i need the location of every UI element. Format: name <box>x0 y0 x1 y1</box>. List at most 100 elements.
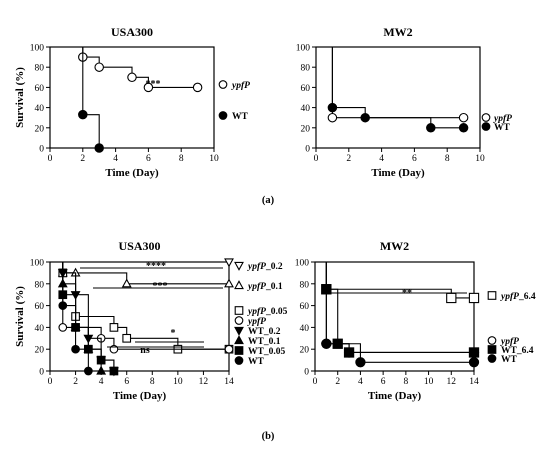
series-wt <box>50 261 93 376</box>
x-tick-label: 2 <box>80 154 85 164</box>
data-point <box>321 338 332 349</box>
data-point <box>327 112 338 123</box>
significance-label: * <box>171 328 176 339</box>
series-ypfp <box>50 46 203 93</box>
y-tick-label: 20 <box>35 346 45 356</box>
x-tick-label: 0 <box>313 377 318 387</box>
legend-label: ypfP <box>500 337 519 347</box>
x-tick-label: 12 <box>199 377 209 387</box>
y-tick-label: 100 <box>30 259 45 269</box>
legend-label: ypfP <box>493 114 512 124</box>
data-point <box>468 292 480 304</box>
series-wt-0-2 <box>50 261 119 377</box>
data-point <box>458 112 469 123</box>
x-tick-label: 4 <box>358 377 363 387</box>
legend-label: WT_6.4 <box>501 346 534 356</box>
data-point <box>58 301 68 310</box>
data-point <box>122 333 132 343</box>
y-tick-label: 40 <box>300 324 310 334</box>
data-point <box>458 123 469 133</box>
x-tick-label: 6 <box>381 377 386 387</box>
significance-label: ns <box>140 345 150 356</box>
y-tick-label: 60 <box>301 84 311 94</box>
legend-marker <box>234 316 244 325</box>
y-tick-label: 80 <box>35 64 45 74</box>
legend-label: ypfP <box>231 81 250 91</box>
series-wt-6-4 <box>315 261 480 358</box>
data-point <box>78 109 88 120</box>
data-point <box>143 82 154 93</box>
chart-b-right: 0 2 4 6 8 10 12 14 0 20 40 60 80 100 MW2 Time (Day) ypfP… <box>295 239 536 402</box>
x-tick-label: 8 <box>150 377 155 387</box>
panel-b-label: (b) <box>262 431 275 442</box>
y-tick-label: 40 <box>35 104 45 114</box>
legend-marker <box>481 113 491 122</box>
data-point <box>355 357 366 368</box>
y-tick-label: 60 <box>300 302 310 312</box>
legend-label: WT <box>501 355 518 365</box>
significance-label: *** <box>153 281 168 292</box>
x-tick-label: 10 <box>173 377 183 387</box>
x-tick-label: 4 <box>379 154 384 164</box>
y-tick-label: 60 <box>35 84 45 94</box>
x-tick-label: 2 <box>346 154 351 164</box>
significance-label: *** <box>146 79 161 90</box>
y-tick-label: 40 <box>301 104 311 114</box>
x-tick-label: 8 <box>179 154 184 164</box>
legend-marker <box>234 280 244 290</box>
y-tick-label: 0 <box>39 145 44 155</box>
data-point <box>224 258 234 268</box>
x-tick-label: 8 <box>445 154 450 164</box>
significance-label: ** <box>402 288 412 299</box>
legend-marker <box>487 354 497 363</box>
y-tick-label: 0 <box>305 145 310 155</box>
data-point <box>468 357 480 368</box>
y-axis-label: Survival (%) <box>14 67 26 128</box>
series-wt <box>50 46 104 153</box>
x-axis-label: Time (Day) <box>113 390 167 402</box>
series-line <box>316 46 464 129</box>
series-wt <box>315 261 480 368</box>
legend-marker <box>234 346 244 355</box>
series-ypfp-0-2 <box>50 258 234 268</box>
legend-marker <box>234 335 244 345</box>
x-tick-label: 6 <box>124 377 129 387</box>
legend-marker <box>218 111 228 120</box>
legend-label: ypfP <box>247 317 266 327</box>
x-tick-label: 4 <box>113 154 118 164</box>
data-point <box>468 347 480 358</box>
data-point <box>109 344 119 354</box>
y-tick-label: 100 <box>295 259 310 269</box>
y-tick-label: 20 <box>300 346 310 356</box>
x-tick-label: 14 <box>469 377 479 387</box>
y-tick-label: 20 <box>301 124 311 134</box>
data-point <box>224 278 234 288</box>
legend-label: WT_0.1 <box>248 337 281 347</box>
series-wt-0-05 <box>50 261 119 376</box>
x-tick-label: 6 <box>146 154 151 164</box>
legend-label: WT_0.2 <box>248 327 281 337</box>
x-tick-label: 0 <box>314 154 319 164</box>
data-point <box>84 366 93 376</box>
legend-label: WT_0.05 <box>248 347 285 357</box>
x-tick-label: 8 <box>403 377 408 387</box>
series-wt <box>316 46 469 133</box>
y-tick-label: 100 <box>296 44 311 54</box>
y-tick-label: 80 <box>300 280 310 290</box>
y-tick-label: 60 <box>35 302 45 312</box>
series-line <box>50 261 89 371</box>
x-tick-label: 10 <box>475 154 485 164</box>
y-tick-label: 20 <box>35 124 45 134</box>
legend-marker <box>487 291 497 300</box>
data-point <box>192 82 203 93</box>
data-point <box>327 102 338 113</box>
x-axis-label: Time (Day) <box>371 167 425 179</box>
series-line <box>50 46 100 148</box>
legend-label: WT <box>494 123 511 133</box>
chart-b-left: 0 2 4 6 8 10 12 14 0 20 40 60 80 100 USA300 Time (Day) S… <box>14 239 288 402</box>
y-tick-label: 40 <box>35 324 45 334</box>
data-point <box>426 123 436 133</box>
x-tick-label: 0 <box>48 377 53 387</box>
legend-marker <box>487 345 497 354</box>
